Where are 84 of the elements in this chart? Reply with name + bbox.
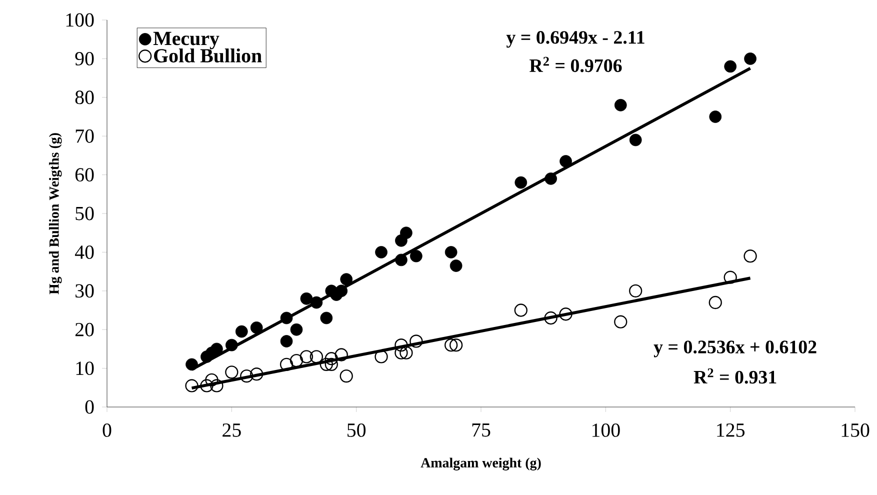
point [290,354,304,368]
point [185,379,198,392]
point [210,342,223,356]
point [410,250,422,262]
point [444,338,458,352]
y-tick-label: 0 [85,400,94,414]
point [374,350,388,364]
point [334,348,348,362]
point [614,98,627,112]
point [310,296,323,309]
point [225,366,238,379]
y-tick-label: 10 [76,362,94,376]
point [280,358,294,372]
point [320,312,333,324]
y-tick-label: 40 [74,245,94,259]
point [394,346,408,360]
point [240,369,254,383]
annotation: R$^{2}$ = 0.931 [694,368,776,384]
point [559,308,572,321]
point [444,246,458,258]
point [629,134,642,146]
point [320,358,333,372]
x-tick-label: 150 [842,423,870,437]
point [335,284,348,298]
y-tick-label: 90 [75,52,94,66]
y-tick-label: 80 [75,90,94,104]
x-tick-label: 75 [472,423,490,437]
point [744,52,756,65]
point [280,335,293,348]
point [300,292,313,305]
point [186,358,198,371]
x-tick-label: 0 [102,423,112,437]
annotation: R$^{2}$ = 0.9706 [530,56,622,72]
x-tick-label: 125 [717,423,745,437]
point [300,350,314,364]
point [250,321,263,334]
point [210,379,224,392]
point [290,323,303,336]
point [708,296,722,310]
point [324,358,338,372]
y-tick-label: 100 [66,13,94,27]
annotation: y = 0.6949x - 2.11 [506,31,644,48]
point [310,350,324,364]
point [200,379,214,392]
point [400,226,412,240]
point [250,368,264,381]
point [375,246,388,258]
point [544,172,557,185]
y-tick-label: 20 [75,322,94,336]
point [724,270,737,284]
point [514,304,528,317]
point [394,338,408,352]
point [544,311,558,325]
point [205,373,218,386]
y-tick-label: 50 [76,206,94,220]
point [744,249,757,263]
annotation: y = 0.2536x + 0.6102 [654,340,816,358]
point [709,110,722,123]
legend-label: Mecury [153,32,220,50]
y-tick-label: 30 [76,284,94,298]
point [450,260,462,272]
point [449,338,463,352]
x-tick-label: 50 [348,423,366,437]
point [324,352,338,366]
point [724,60,737,73]
point [410,334,423,348]
point [614,315,628,328]
point [225,338,238,352]
y-axis-title: Hg and Bullion Weigths (g) [49,133,62,294]
x-tick-label: 100 [592,423,620,437]
point [235,325,248,338]
point [560,155,572,168]
y-tick-label: 70 [76,129,94,143]
x-axis-title: Amalgam weight (g) [420,458,541,470]
point [340,369,353,383]
point [400,346,413,360]
y-tick-label: 60 [75,168,94,182]
legend-label: Gold Bullion [154,48,262,63]
point [280,312,293,324]
x-tick-label: 25 [222,423,241,437]
point [340,273,353,286]
point [514,176,528,189]
point [629,284,642,298]
point [395,254,408,266]
